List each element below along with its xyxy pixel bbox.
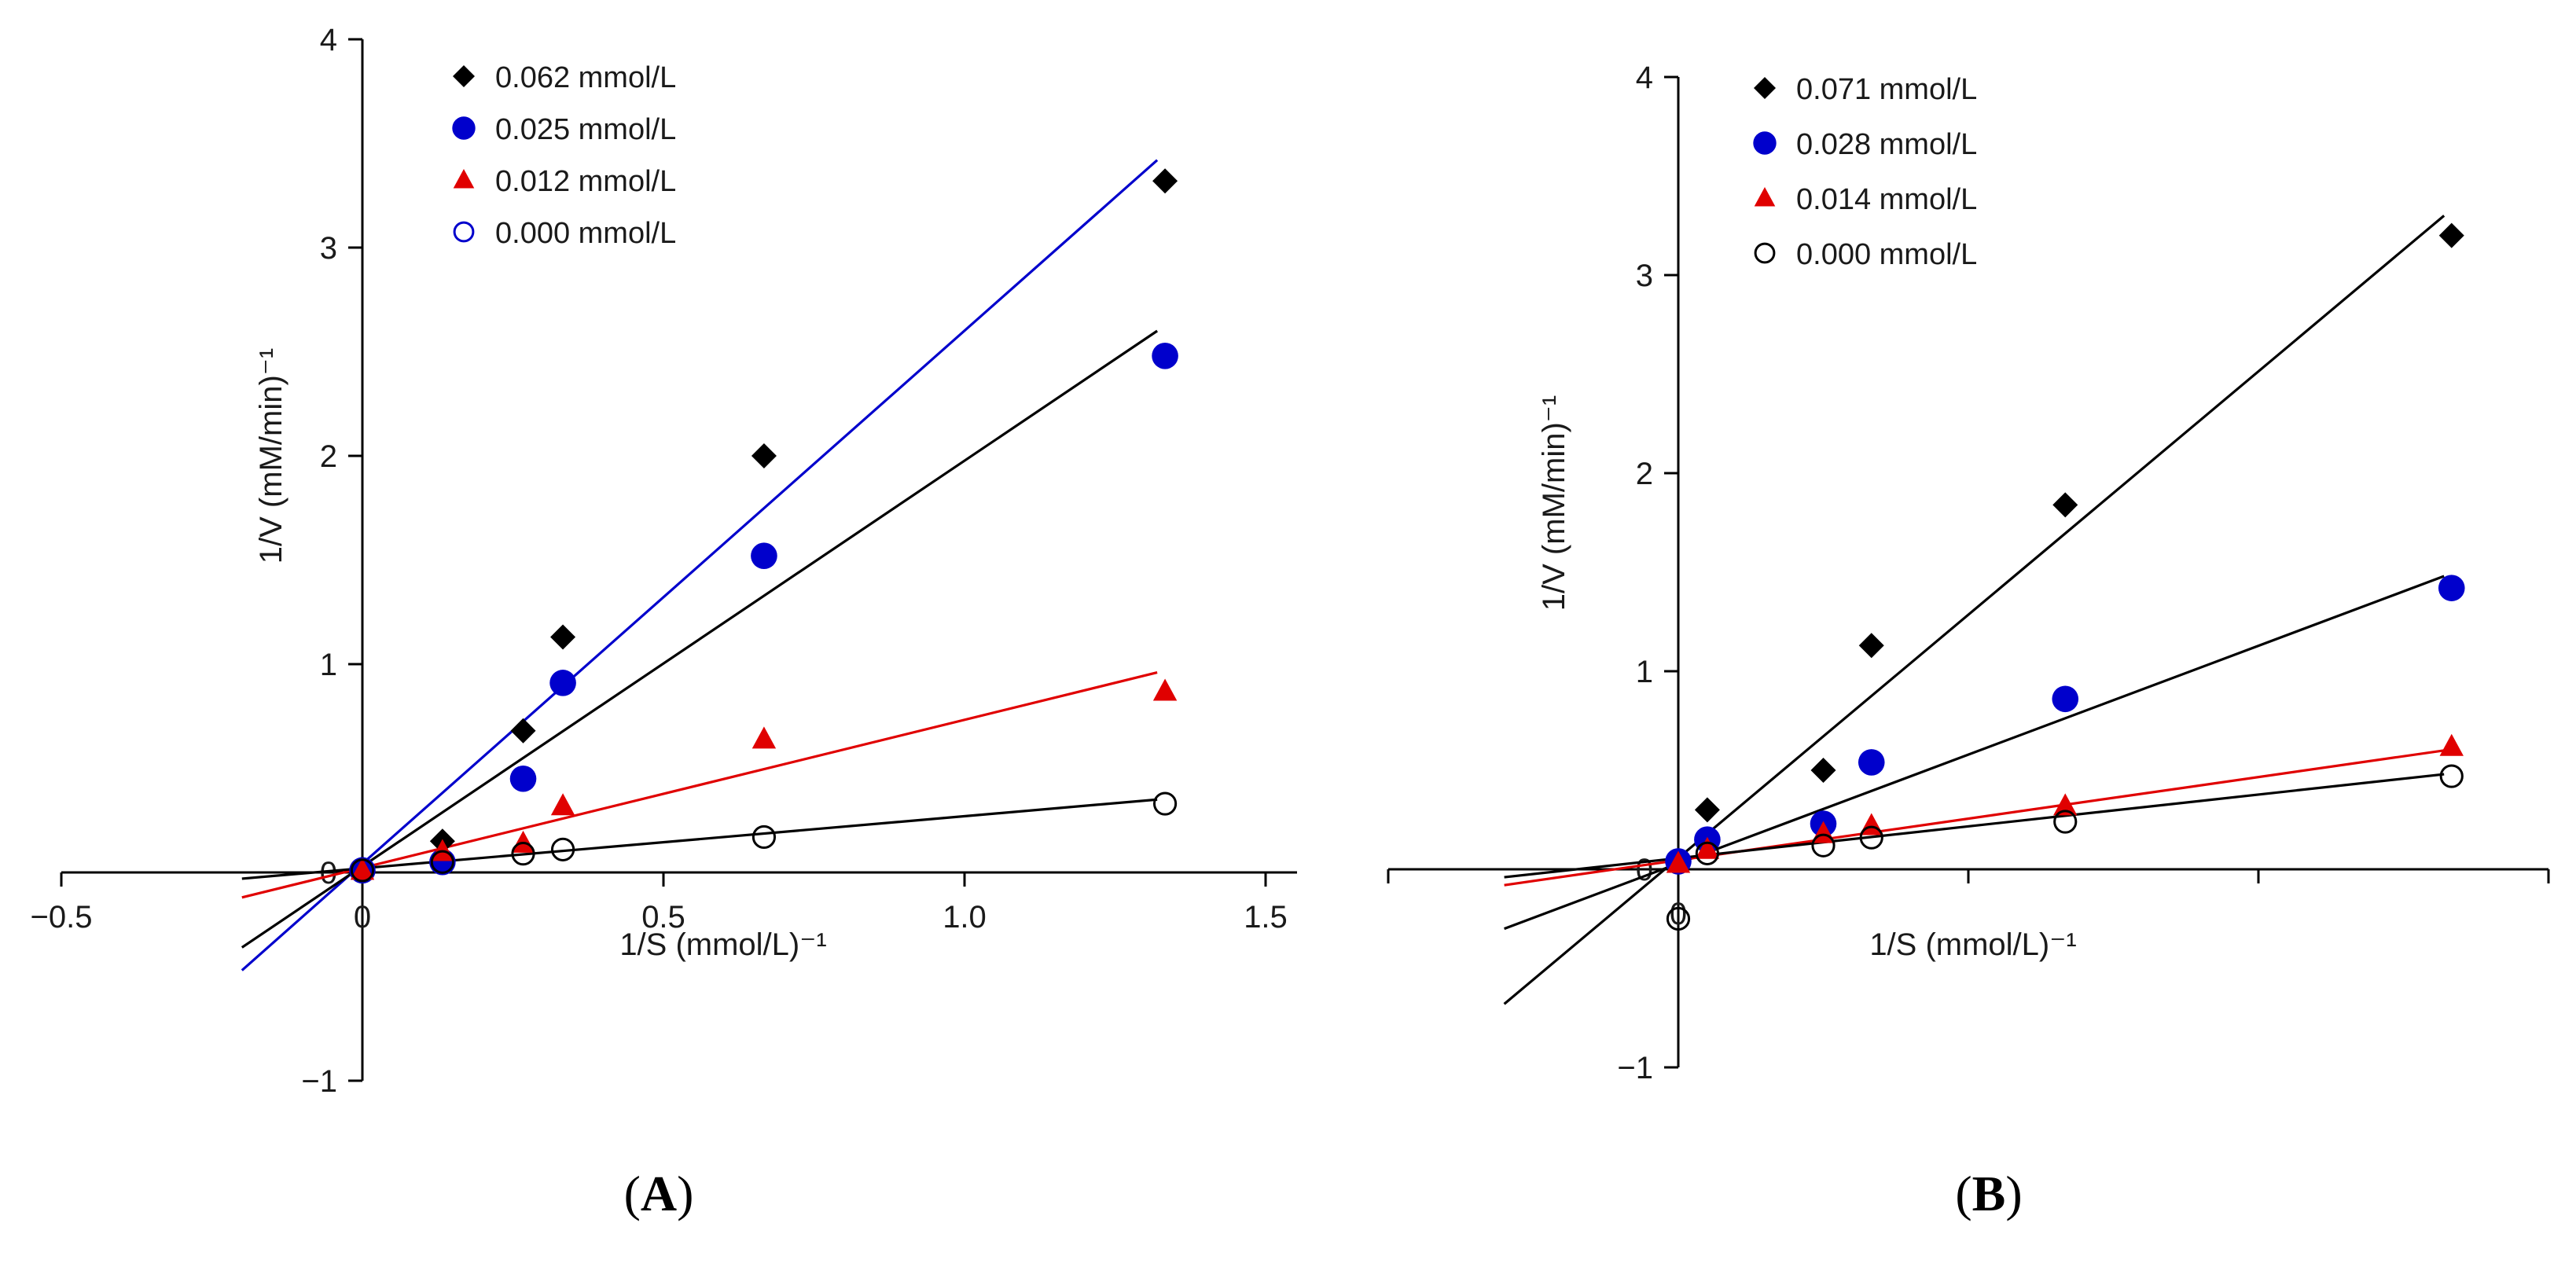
fit-line xyxy=(241,329,1159,949)
y-axis-label: 1/V (mM/min)⁻¹ xyxy=(1537,395,1571,611)
data-point xyxy=(511,842,535,866)
x-tick-label: 0.5 xyxy=(641,900,685,935)
data-point xyxy=(2053,810,2078,834)
data-point xyxy=(751,824,777,850)
y-tick-label: −1 xyxy=(301,1064,337,1099)
panel-label: (B) xyxy=(1955,1166,2022,1221)
data-point xyxy=(1152,343,1178,369)
data-point xyxy=(1152,791,1178,816)
legend-entry: 0.014 mmol/L xyxy=(1796,183,1977,216)
data-point xyxy=(2439,764,2464,788)
data-point xyxy=(350,858,375,883)
fit-line xyxy=(1503,215,2446,1005)
y-tick-label: 1 xyxy=(320,648,337,682)
data-point xyxy=(430,850,454,874)
fit-line xyxy=(1504,749,2445,887)
data-point xyxy=(2053,793,2078,816)
data-point xyxy=(1859,825,1883,850)
data-point xyxy=(510,718,536,744)
legend-marker xyxy=(1754,77,1776,99)
y-tick-label: −1 xyxy=(1617,1051,1653,1085)
y-tick-label: 3 xyxy=(1636,259,1653,293)
x-tick-label: 0 xyxy=(354,900,371,935)
data-point xyxy=(1666,850,1691,873)
y-tick-label: 4 xyxy=(320,23,337,57)
data-point xyxy=(1695,836,1720,859)
data-point xyxy=(751,542,777,569)
data-point xyxy=(430,839,455,861)
legend-entry: 0.000 mmol/L xyxy=(495,217,676,250)
y-tick-label: 1 xyxy=(1636,655,1653,689)
y-axis-label: 1/V (mM/min)⁻¹ xyxy=(254,348,288,564)
legend-marker xyxy=(453,169,475,189)
legend-entry: 0.062 mmol/L xyxy=(495,61,676,94)
data-point xyxy=(350,858,375,880)
x-axis-label: 1/S (mmol/L)⁻¹ xyxy=(1869,927,2076,962)
fit-line xyxy=(241,671,1158,899)
y-tick-label: 2 xyxy=(1636,457,1653,491)
y-tick-label: 2 xyxy=(320,439,337,474)
fit-line xyxy=(241,159,1159,971)
x-axis-label: 1/S (mmol/L)⁻¹ xyxy=(619,927,826,962)
data-point xyxy=(1152,168,1178,194)
data-point xyxy=(1858,749,1885,776)
data-point xyxy=(1695,841,1719,865)
x-tick-label: 1.5 xyxy=(1244,900,1288,935)
data-point xyxy=(511,830,535,853)
data-point xyxy=(550,624,576,650)
legend-entry: 0.025 mmol/L xyxy=(495,113,676,146)
legend-marker xyxy=(1754,242,1776,264)
legend-marker xyxy=(1754,187,1776,207)
y-tick-label: 3 xyxy=(320,231,337,266)
legend-marker xyxy=(1753,131,1777,155)
legend-entry: 0.028 mmol/L xyxy=(1796,128,1977,161)
x-tick-label: −0.5 xyxy=(31,900,93,935)
data-point xyxy=(1152,678,1178,701)
legend-entry: 0.071 mmol/L xyxy=(1796,73,1977,106)
data-point xyxy=(2052,685,2079,713)
data-point xyxy=(1810,758,1836,783)
data-point xyxy=(2438,222,2464,248)
chart-a: −0.5 0 0.5 1.0 1.5 −1 0 1 2 3 4 1/S (mmol/L)⁻¹ 1/V (… xyxy=(31,23,1297,1221)
data-point xyxy=(2439,733,2464,756)
data-point xyxy=(2438,575,2465,601)
data-point xyxy=(549,670,576,696)
data-point xyxy=(509,765,537,792)
fit-line xyxy=(1504,773,2445,879)
data-point xyxy=(1666,906,1691,931)
data-point xyxy=(550,793,575,816)
legend-marker xyxy=(453,65,475,87)
panel-label: (A) xyxy=(624,1166,694,1221)
y-tick-label: 0 xyxy=(320,856,337,891)
data-point xyxy=(550,837,575,861)
data-point xyxy=(2052,492,2078,518)
origin-label: 0 xyxy=(1670,897,1687,931)
data-point xyxy=(1694,797,1720,823)
data-point xyxy=(1811,833,1836,858)
x-tick-label: 1.0 xyxy=(943,900,987,935)
data-point xyxy=(1858,633,1884,659)
data-point xyxy=(751,726,777,749)
fit-line xyxy=(241,798,1158,880)
legend-entry: 0.012 mmol/L xyxy=(495,165,676,198)
legend-entry: 0.000 mmol/L xyxy=(1796,238,1977,271)
y-tick-label: 4 xyxy=(1636,61,1653,95)
legend-marker xyxy=(452,116,476,140)
fit-line xyxy=(1504,575,2445,931)
legend-marker xyxy=(453,221,475,243)
data-point xyxy=(751,443,777,468)
